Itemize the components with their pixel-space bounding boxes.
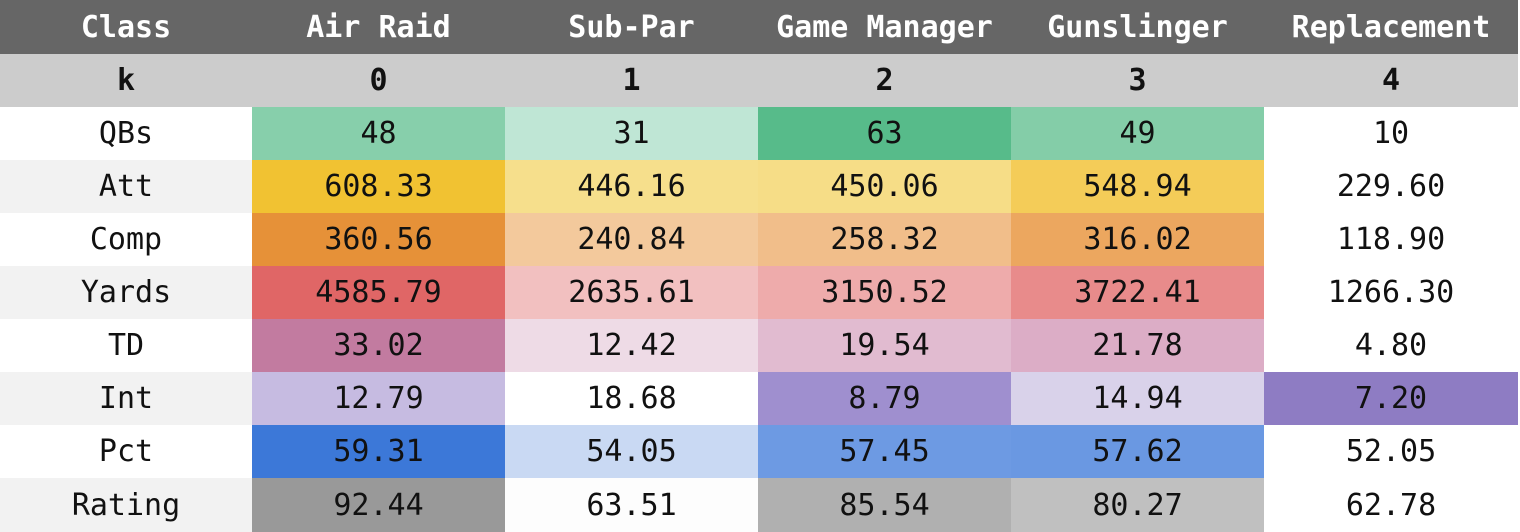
data-cell: 85.54 — [758, 478, 1011, 532]
data-cell: 3722.41 — [1011, 266, 1264, 319]
data-cell: 360.56 — [252, 213, 505, 266]
class-header-sub-par: Sub-Par — [505, 0, 758, 54]
data-cell: 450.06 — [758, 160, 1011, 213]
data-cell: 63.51 — [505, 478, 758, 532]
data-cell: 608.33 — [252, 160, 505, 213]
k-value-1: 1 — [505, 54, 758, 107]
row-label-yards: Yards — [0, 266, 252, 319]
data-cell: 1266.30 — [1264, 266, 1518, 319]
k-value-4: 4 — [1264, 54, 1518, 107]
row-label-comp: Comp — [0, 213, 252, 266]
data-cell: 57.62 — [1011, 425, 1264, 478]
row-label-att: Att — [0, 160, 252, 213]
row-label-int: Int — [0, 372, 252, 425]
data-cell: 59.31 — [252, 425, 505, 478]
data-cell: 62.78 — [1264, 478, 1518, 532]
data-cell: 446.16 — [505, 160, 758, 213]
class-header-gunslinger: Gunslinger — [1011, 0, 1264, 54]
data-cell: 3150.52 — [758, 266, 1011, 319]
data-cell: 92.44 — [252, 478, 505, 532]
data-cell: 18.68 — [505, 372, 758, 425]
row-label-pct: Pct — [0, 425, 252, 478]
data-cell: 4.80 — [1264, 319, 1518, 372]
data-cell: 19.54 — [758, 319, 1011, 372]
data-cell: 63 — [758, 107, 1011, 160]
data-cell: 10 — [1264, 107, 1518, 160]
data-cell: 4585.79 — [252, 266, 505, 319]
row-label-td: TD — [0, 319, 252, 372]
class-header-game-manager: Game Manager — [758, 0, 1011, 54]
data-cell: 548.94 — [1011, 160, 1264, 213]
data-cell: 54.05 — [505, 425, 758, 478]
data-cell: 14.94 — [1011, 372, 1264, 425]
data-cell: 240.84 — [505, 213, 758, 266]
data-cell: 229.60 — [1264, 160, 1518, 213]
data-cell: 2635.61 — [505, 266, 758, 319]
row-label-rating: Rating — [0, 478, 252, 532]
data-cell: 57.45 — [758, 425, 1011, 478]
data-cell: 33.02 — [252, 319, 505, 372]
data-cell: 49 — [1011, 107, 1264, 160]
k-value-2: 2 — [758, 54, 1011, 107]
data-cell: 258.32 — [758, 213, 1011, 266]
class-header-replacement: Replacement — [1264, 0, 1518, 54]
data-cell: 48 — [252, 107, 505, 160]
data-cell: 7.20 — [1264, 372, 1518, 425]
data-cell: 12.79 — [252, 372, 505, 425]
k-value-3: 3 — [1011, 54, 1264, 107]
data-cell: 21.78 — [1011, 319, 1264, 372]
data-cell: 118.90 — [1264, 213, 1518, 266]
row-label-qbs: QBs — [0, 107, 252, 160]
data-cell: 12.42 — [505, 319, 758, 372]
data-cell: 31 — [505, 107, 758, 160]
class-header-label: Class — [0, 0, 252, 54]
data-cell: 80.27 — [1011, 478, 1264, 532]
data-cell: 316.02 — [1011, 213, 1264, 266]
data-cell: 52.05 — [1264, 425, 1518, 478]
data-cell: 8.79 — [758, 372, 1011, 425]
k-value-0: 0 — [252, 54, 505, 107]
class-header-air-raid: Air Raid — [252, 0, 505, 54]
k-header-label: k — [0, 54, 252, 107]
